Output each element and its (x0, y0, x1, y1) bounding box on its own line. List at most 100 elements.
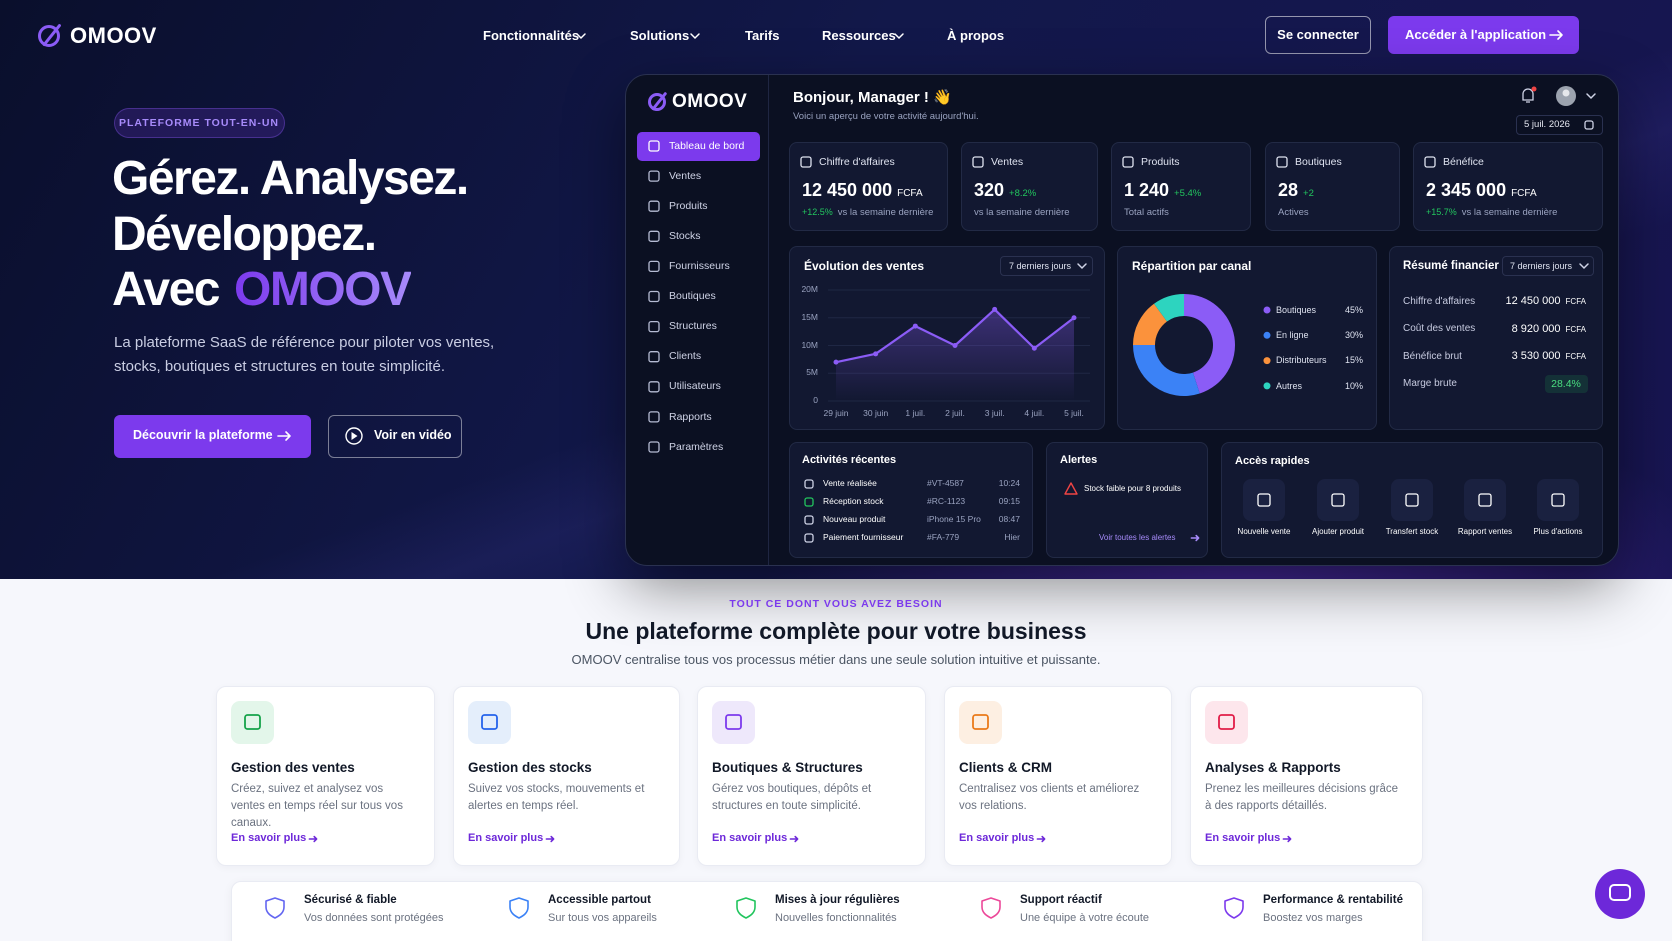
sidebar-item[interactable]: Fournisseurs (669, 260, 730, 273)
legend-value: 10% (1344, 380, 1363, 391)
nav-link[interactable]: Solutions (630, 27, 690, 43)
x-tick-label: 30 juin (863, 408, 889, 419)
cta-button[interactable] (1388, 16, 1579, 54)
dashboard-brand: OMOOV (672, 90, 748, 112)
feature-link[interactable]: En savoir plus (1205, 832, 1281, 845)
activity-ref: iPhone 15 Pro (927, 514, 981, 525)
nav-link[interactable]: Ressources (822, 27, 896, 43)
kpi-label: Bénéfice (1443, 155, 1484, 168)
chart-card (1117, 246, 1377, 430)
x-tick-label: 1 juil. (905, 408, 926, 419)
features-subtitle: OMOOV centralise tous vos processus méti… (571, 651, 1101, 667)
feature-link[interactable]: En savoir plus (959, 832, 1035, 845)
panel-title: Activités récentes (802, 454, 897, 467)
summary-value: 28.4% (1551, 377, 1581, 390)
kpi-value: 320 (974, 180, 1005, 201)
quick-action-label[interactable]: Ajouter produit (1311, 527, 1365, 537)
period-label[interactable]: 7 derniers jours (1510, 260, 1573, 271)
feature-link[interactable]: En savoir plus (468, 832, 544, 845)
feature-link[interactable]: En savoir plus (231, 832, 307, 845)
sidebar-item[interactable]: Rapports (669, 410, 712, 423)
alerts-link[interactable]: Voir toutes les alertes (1099, 533, 1176, 543)
sidebar-item[interactable]: Utilisateurs (669, 380, 721, 393)
x-tick-label: 4 juil. (1024, 408, 1045, 419)
x-tick-label: 3 juil. (984, 408, 1005, 419)
y-tick-label: 20M (801, 284, 818, 295)
quick-action-button[interactable] (1391, 479, 1433, 521)
x-tick-label: 2 juil. (945, 408, 965, 419)
period-select[interactable] (1502, 256, 1594, 276)
feature-text: Créez, suivez et analysez vos ventes en … (231, 783, 403, 829)
kpi-value: 1 240 (1124, 180, 1170, 201)
sidebar-item[interactable]: Boutiques (669, 290, 716, 303)
sidebar-item[interactable]: Structures (669, 320, 717, 333)
sidebar-item[interactable]: Clients (669, 350, 702, 363)
sidebar-item[interactable]: Ventes (669, 169, 702, 182)
kpi-card (1111, 142, 1251, 231)
quick-action-label[interactable]: Plus d'actions (1533, 527, 1583, 537)
primary-button-label[interactable]: Découvrir la plateforme (133, 428, 273, 443)
nav-link[interactable]: Fonctionnalités (483, 27, 580, 43)
summary-label: Bénéfice brut (1403, 350, 1462, 362)
kpi-change: +5.4% (1174, 188, 1202, 200)
summary-value-row: 3 530 000 FCFA (1512, 349, 1586, 364)
highlight-title: Performance & rentabilité (1263, 893, 1403, 906)
sidebar-item[interactable]: Paramètres (669, 440, 724, 453)
quick-action-button[interactable] (1243, 479, 1285, 521)
quick-action-label[interactable]: Rapport ventes (1457, 527, 1513, 537)
alerts-card (1046, 442, 1208, 558)
highlight-text: Boostez vos marges (1263, 912, 1363, 925)
activity-time: 09:15 (998, 496, 1020, 507)
activity-ref: #RC-1123 (927, 496, 966, 507)
activity-ref: #FA-779 (927, 532, 960, 543)
quick-action-button[interactable] (1537, 479, 1579, 521)
date-picker[interactable] (1516, 115, 1603, 135)
kpi-unit: FCFA (897, 188, 923, 200)
hero-text: La plateforme SaaS de référence pour pil… (114, 333, 495, 351)
kpi-value-row: 12 450 000 FCFA (802, 178, 923, 206)
quick-action-label[interactable]: Nouvelle vente (1237, 527, 1291, 537)
sidebar-item[interactable]: Tableau de bord (669, 139, 745, 152)
cta-label[interactable]: Accéder à l'application (1405, 26, 1547, 42)
quick-action-button[interactable] (1317, 479, 1359, 521)
kpi-change: +8.2% (1009, 188, 1037, 200)
sidebar-item[interactable]: Stocks (669, 229, 701, 242)
hero-text: stocks, boutiques et structures en toute… (114, 357, 445, 375)
kpi-note-row: Actives (1278, 206, 1309, 219)
feature-card (1190, 686, 1423, 866)
secondary-button[interactable] (328, 415, 462, 458)
panel-title: Alertes (1060, 454, 1098, 467)
period-label[interactable]: 7 derniers jours (1009, 260, 1072, 271)
period-select[interactable] (1000, 256, 1093, 276)
chat-icon (1609, 884, 1631, 901)
nav-link[interactable]: Tarifs (745, 27, 780, 43)
kpi-value: 2 345 000 (1426, 180, 1507, 201)
legend-label: Autres (1276, 380, 1303, 391)
activity-ref: #VT-4587 (927, 478, 964, 489)
secondary-button-label[interactable]: Voir en vidéo (374, 428, 452, 443)
summary-unit: FCFA (1565, 297, 1586, 307)
kpi-value-row: 1 240 +5.4% (1124, 178, 1201, 206)
kpi-value-row: 2 345 000 FCFA (1426, 178, 1537, 206)
legend-label: En ligne (1276, 330, 1309, 340)
kpi-value-row: 320 +8.2% (974, 178, 1036, 206)
quick-action-button[interactable] (1464, 479, 1506, 521)
highlight-text: Nouvelles fonctionnalités (775, 912, 897, 925)
quick-action-label[interactable]: Transfert stock (1385, 527, 1439, 537)
login-label[interactable]: Se connecter (1277, 26, 1359, 42)
alert-item: Stock faible pour 8 produits (1084, 484, 1181, 494)
kpi-change: +12.5% (802, 207, 833, 218)
activity-time: 08:47 (998, 514, 1020, 525)
feature-link[interactable]: En savoir plus (712, 832, 788, 845)
chat-button (1595, 869, 1645, 919)
nav-link[interactable]: À propos (947, 27, 1005, 43)
feature-title: Analyses & Rapports (1205, 759, 1341, 775)
kpi-note: Total actifs (1124, 207, 1169, 219)
summary-value-row: 12 450 000 FCFA (1505, 294, 1586, 309)
legend-value: 30% (1344, 330, 1363, 340)
hero-title: Développez. (112, 208, 377, 262)
login-button[interactable] (1265, 16, 1371, 54)
y-tick-label: 15M (801, 311, 818, 322)
summary-value: 3 530 000 (1511, 349, 1561, 362)
sidebar-item[interactable]: Produits (669, 199, 708, 212)
